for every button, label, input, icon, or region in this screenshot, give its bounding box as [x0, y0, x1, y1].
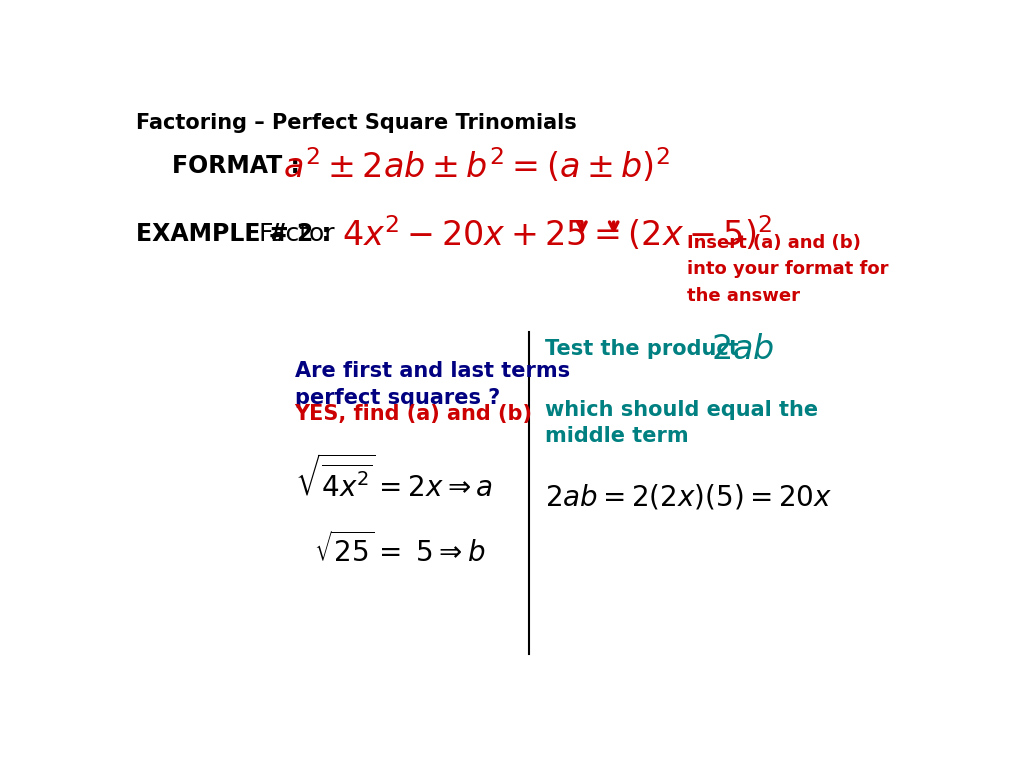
Text: Factor: Factor	[259, 222, 336, 246]
Text: $2ab = 2(2x)(5) = 20x$: $2ab = 2(2x)(5) = 20x$	[545, 483, 831, 511]
Text: $2ab$: $2ab$	[712, 333, 774, 366]
Text: EXAMPLE # 2 :: EXAMPLE # 2 :	[136, 222, 331, 246]
Text: Test the product: Test the product	[545, 339, 753, 359]
Text: $\sqrt{25} = \ 5 \Rightarrow b$: $\sqrt{25} = \ 5 \Rightarrow b$	[314, 532, 486, 568]
Text: $4x^2 - 20x + 25 = (2x-5)^2$: $4x^2 - 20x + 25 = (2x-5)^2$	[342, 215, 772, 253]
Text: FORMAT :: FORMAT :	[172, 154, 300, 178]
Text: $a^2 \pm 2ab \pm b^2 = (a \pm b)^2$: $a^2 \pm 2ab \pm b^2 = (a \pm b)^2$	[283, 147, 670, 186]
Text: which should equal the
middle term: which should equal the middle term	[545, 399, 818, 446]
Text: $\sqrt{\overline{4x^2}} = 2x \Rightarrow a$: $\sqrt{\overline{4x^2}} = 2x \Rightarrow…	[295, 455, 493, 503]
Text: YES, find (a) and (b): YES, find (a) and (b)	[295, 405, 532, 425]
Text: Are first and last terms
perfect squares ?: Are first and last terms perfect squares…	[295, 361, 569, 408]
Text: Factoring – Perfect Square Trinomials: Factoring – Perfect Square Trinomials	[136, 113, 577, 133]
Text: Insert (a) and (b)
into your format for
the answer: Insert (a) and (b) into your format for …	[687, 234, 889, 305]
